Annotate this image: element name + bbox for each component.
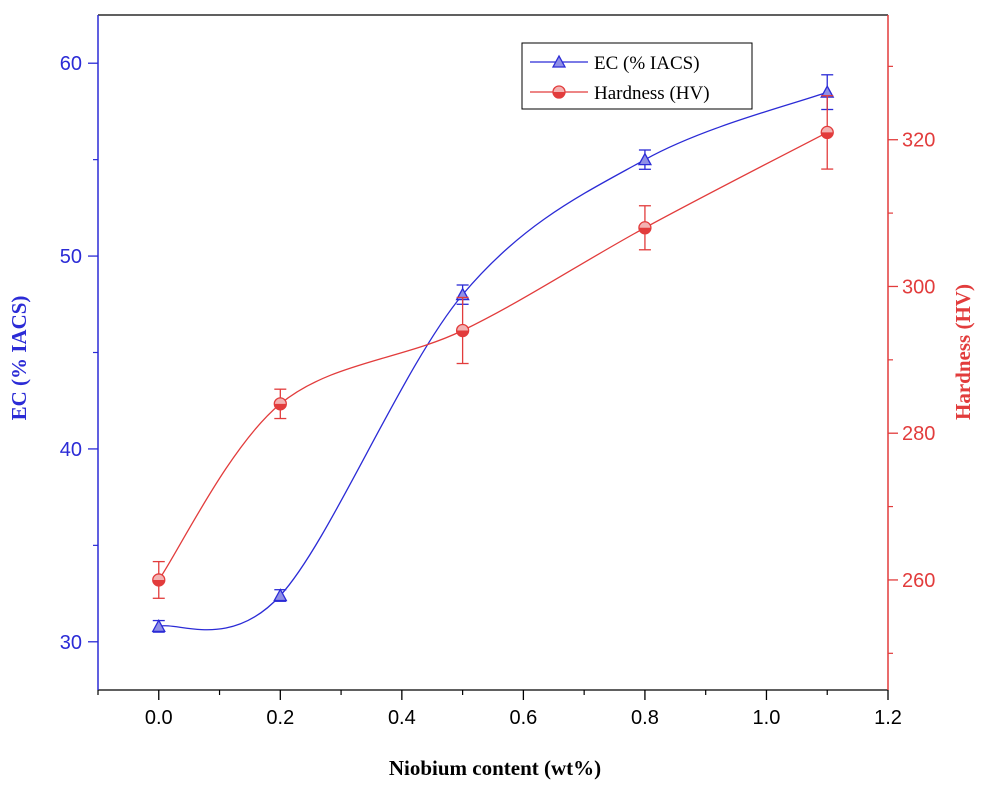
legend-label: EC (% IACS)	[594, 53, 700, 74]
data-point-circle-half	[456, 330, 469, 337]
legend-marker-circle-half	[553, 92, 565, 98]
y-axis-right-title: Hardness (HV)	[951, 284, 975, 420]
y-axis-left: 30 40 50 60	[60, 53, 98, 654]
y-left-tick-label: 60	[60, 53, 82, 75]
x-tick-label: 1.2	[874, 707, 902, 729]
data-point-triangle	[273, 588, 288, 602]
y-axis-left-title: EC (% IACS)	[7, 296, 31, 421]
data-point-triangle	[637, 152, 653, 166]
data-point-circle-half	[274, 403, 287, 410]
legend-label: Hardness (HV)	[594, 83, 710, 104]
y-left-tick-label: 50	[60, 246, 82, 268]
y-left-tick-label: 30	[60, 632, 82, 654]
y-right-tick-label: 280	[902, 423, 935, 445]
data-point-circle-half	[821, 132, 834, 139]
series-hardness	[152, 95, 834, 599]
plot-frame	[97, 14, 889, 691]
legend-marker-triangle	[551, 54, 567, 68]
data-point-circle-half	[152, 579, 165, 586]
x-tick-label: 0.8	[631, 707, 659, 729]
x-tick-label: 0.4	[388, 707, 416, 729]
series-line	[158, 131, 828, 581]
x-axis-title: Niobium content (wt%)	[389, 756, 601, 780]
legend: EC (% IACS) Hardness (HV)	[521, 42, 753, 110]
data-point-circle-half	[638, 227, 651, 234]
series-ec	[151, 74, 835, 633]
x-tick-label: 0.2	[266, 707, 294, 729]
x-axis: 0.0 0.2 0.4 0.6 0.8 1.0 1.2	[97, 690, 902, 729]
y-right-tick-label: 260	[902, 570, 935, 592]
x-tick-label: 0.0	[145, 707, 173, 729]
series-line	[158, 91, 828, 631]
x-tick-label: 1.0	[753, 707, 781, 729]
x-tick-label: 0.6	[509, 707, 537, 729]
series-layer	[151, 74, 835, 633]
y-left-tick-label: 40	[60, 439, 82, 461]
y-right-tick-label: 300	[902, 276, 935, 298]
y-axis-right: 260 280 300 320	[888, 65, 935, 654]
y-right-tick-label: 320	[902, 130, 935, 152]
data-point-triangle	[151, 618, 166, 633]
